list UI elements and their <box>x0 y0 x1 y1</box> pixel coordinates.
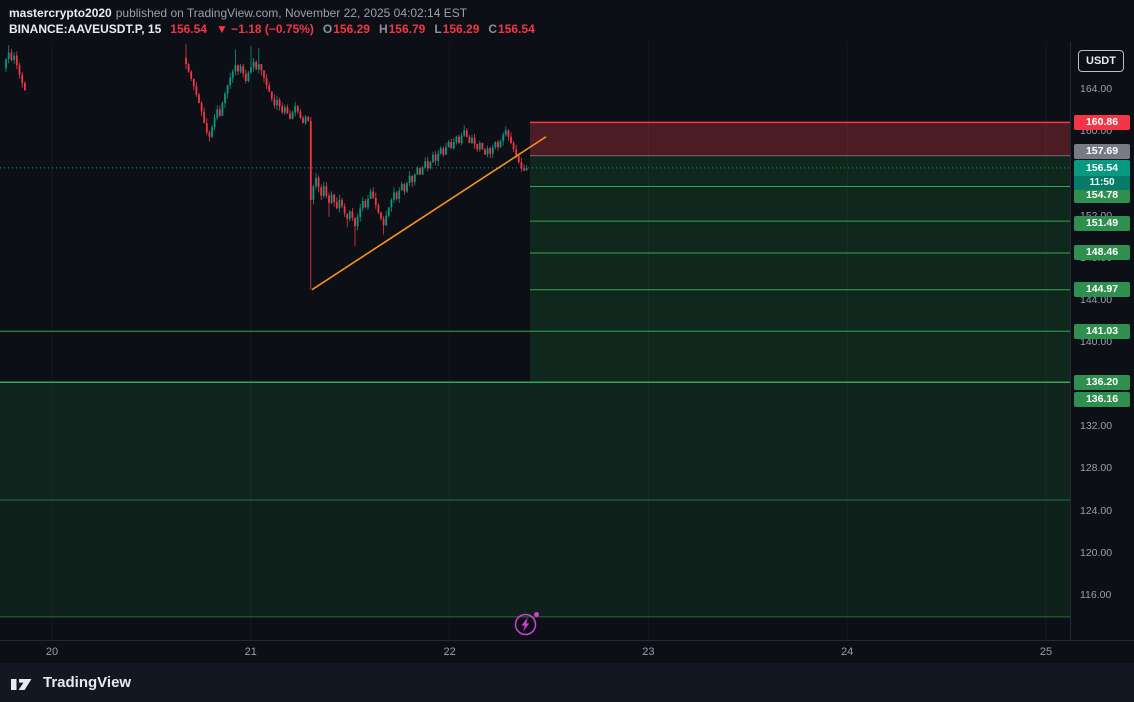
symbol-name[interactable]: BINANCE:AAVEUSDT.P, 15 <box>9 22 162 36</box>
price-level-label: 136.20 <box>1074 374 1130 390</box>
publish-info: published on TradingView.com, November 2… <box>115 6 468 20</box>
chart-area[interactable] <box>0 42 1070 640</box>
time-axis[interactable]: 20 21 22 23 24 25 <box>0 640 1134 663</box>
price-change-text: ▼ −1.18 (−0.75%) <box>215 22 314 36</box>
price-axis-label: 124.00 <box>1080 504 1113 517</box>
price-axis-label: 128.00 <box>1080 462 1113 475</box>
price-axis-label: 116.00 <box>1080 588 1112 601</box>
price-level-label: 141.03 <box>1074 323 1130 339</box>
price-level-label: 151.49 <box>1074 215 1130 231</box>
ohlc-open: O156.29 <box>322 22 370 36</box>
price-axis-label: 120.00 <box>1080 546 1113 559</box>
time-axis-label: 24 <box>841 646 854 658</box>
price-level-label: 148.46 <box>1074 245 1130 261</box>
time-axis-label: 21 <box>244 646 257 658</box>
zone-rect[interactable] <box>530 122 1070 156</box>
author-username[interactable]: mastercrypto2020 <box>9 6 112 20</box>
symbol-header: BINANCE:AAVEUSDT.P, 15 156.54 ▼ −1.18 (−… <box>9 22 535 36</box>
current-price-label: 156.54 <box>1074 159 1130 176</box>
tradingview-wordmark[interactable]: TradingView <box>43 674 132 691</box>
bar-countdown-label: 11:50 <box>1074 175 1130 190</box>
trend-line[interactable] <box>311 136 547 291</box>
price-level-label: 136.16 <box>1074 391 1130 407</box>
candlestick-series <box>5 44 528 290</box>
price-axis-label: 164.00 <box>1080 83 1113 96</box>
zone-rect[interactable] <box>0 499 1070 617</box>
ohlc-low: L156.29 <box>434 22 480 36</box>
zone-rect[interactable] <box>530 155 1070 383</box>
currency-unit-button[interactable]: USDT <box>1078 50 1124 72</box>
publish-header: mastercrypto2020 published on TradingView… <box>9 6 467 20</box>
price-axis[interactable]: USDT 164.00160.00156.00152.00148.00144.0… <box>1070 42 1134 640</box>
price-level-label: 160.86 <box>1074 114 1130 130</box>
price-axis-label: 140.00 <box>1080 336 1113 349</box>
tradingview-logo-icon[interactable] <box>10 675 36 691</box>
ohlc-high: H156.79 <box>378 22 426 36</box>
time-axis-label: 23 <box>642 646 655 658</box>
time-axis-label: 25 <box>1039 646 1053 658</box>
grid-lines <box>51 42 1047 640</box>
footer-bar: TradingView <box>0 663 1134 702</box>
chart-canvas[interactable] <box>0 42 1070 640</box>
ohlc-close: C156.54 <box>488 22 535 36</box>
price-axis-label: 132.00 <box>1080 420 1113 433</box>
supply-demand-zones <box>0 122 1070 617</box>
price-level-label: 144.97 <box>1074 282 1130 298</box>
last-price-text: 156.54 <box>170 22 207 36</box>
price-level-label: 154.78 <box>1074 187 1130 203</box>
flash-reaction-icon[interactable] <box>514 613 537 636</box>
time-axis-label: 20 <box>45 646 59 658</box>
flash-notification-dot <box>534 612 539 617</box>
time-axis-label: 22 <box>443 646 456 658</box>
price-level-label: 157.69 <box>1074 144 1130 160</box>
zone-rect[interactable] <box>0 382 1070 500</box>
